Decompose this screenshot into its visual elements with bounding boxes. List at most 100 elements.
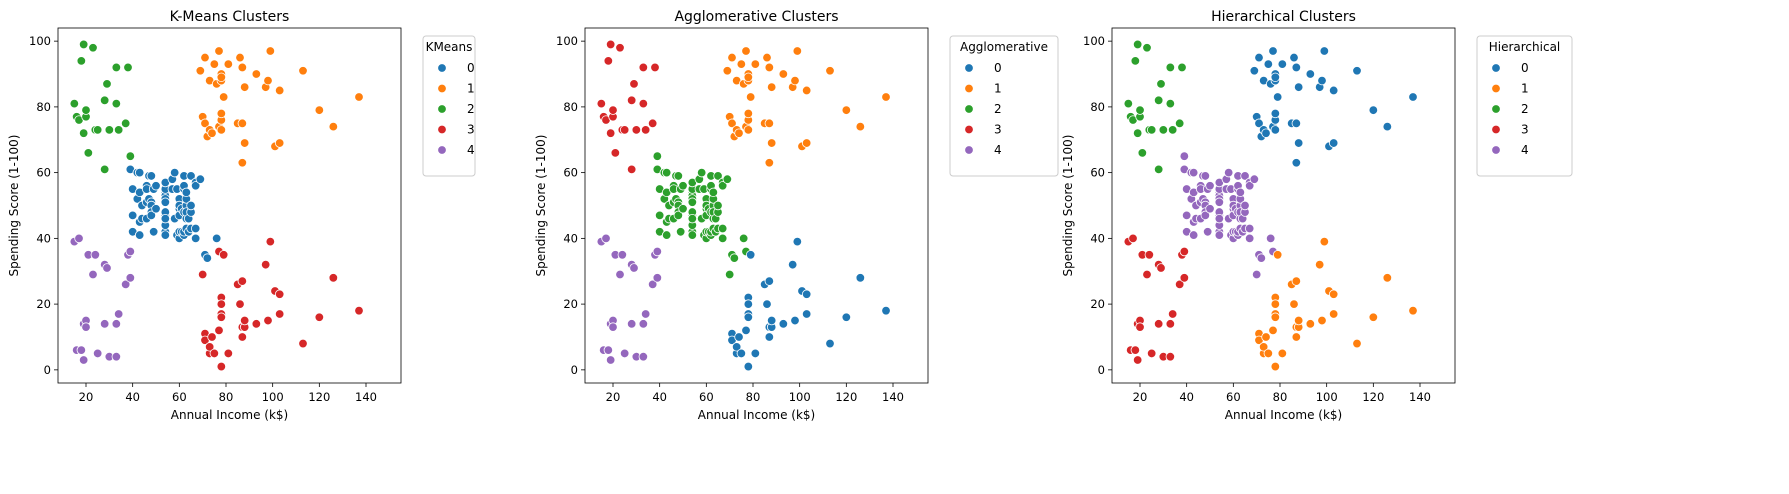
- data-point: [741, 46, 751, 56]
- data-point: [251, 69, 262, 79]
- data-point: [647, 118, 658, 129]
- data-point: [741, 325, 751, 336]
- y-tick-label: 100: [1083, 34, 1105, 48]
- data-point: [1305, 319, 1316, 329]
- data-point: [764, 158, 775, 168]
- data-point: [1328, 289, 1339, 299]
- data-point: [209, 348, 220, 359]
- x-tick-label: 60: [1226, 390, 1241, 404]
- legend-marker: [437, 63, 447, 73]
- data-point: [708, 187, 719, 198]
- x-tick-label: 60: [699, 390, 714, 404]
- data-point: [160, 213, 171, 224]
- data-point: [825, 66, 835, 76]
- data-point: [743, 72, 754, 83]
- data-point: [218, 92, 229, 102]
- x-tick-label: 20: [606, 390, 621, 404]
- y-tick-label: 0: [571, 363, 578, 377]
- data-point: [1261, 128, 1271, 138]
- data-point: [354, 305, 364, 316]
- legend-marker: [1491, 63, 1501, 73]
- data-point: [1156, 79, 1166, 89]
- data-point: [111, 62, 122, 73]
- chart-title: Agglomerative Clusters: [674, 9, 838, 25]
- data-point: [766, 315, 777, 326]
- legend-entry: 3: [1521, 123, 1529, 137]
- data-point: [1132, 355, 1143, 365]
- legend-marker: [437, 124, 447, 135]
- data-point: [626, 95, 637, 106]
- y-tick-label: 80: [1090, 100, 1105, 114]
- data-point: [1179, 273, 1190, 283]
- data-point: [762, 52, 772, 63]
- legend-marker: [1491, 145, 1501, 155]
- data-point: [608, 322, 618, 332]
- data-point: [274, 309, 285, 319]
- data-point: [687, 197, 698, 207]
- x-tick-label: 100: [789, 390, 811, 404]
- data-point: [1165, 62, 1176, 73]
- legend-entry: 2: [994, 102, 1002, 116]
- data-point: [1165, 352, 1176, 362]
- data-point: [1146, 125, 1157, 135]
- y-tick-label: 20: [563, 297, 578, 311]
- data-point: [605, 128, 616, 138]
- data-point: [1270, 299, 1281, 309]
- data-point: [1270, 108, 1281, 119]
- data-point: [237, 118, 248, 129]
- data-point: [603, 56, 614, 66]
- legend-entry: 3: [467, 123, 475, 137]
- data-point: [1305, 69, 1316, 79]
- data-point: [841, 312, 852, 322]
- data-point: [1135, 105, 1145, 115]
- data-point: [1214, 230, 1225, 240]
- legend-entry: 1: [467, 82, 475, 96]
- data-point: [1249, 66, 1260, 76]
- data-point: [239, 82, 250, 92]
- data-point: [750, 348, 761, 359]
- data-point: [1249, 174, 1260, 184]
- data-point: [638, 98, 649, 109]
- data-point: [638, 62, 649, 73]
- data-point: [1268, 325, 1278, 336]
- data-point: [186, 200, 196, 211]
- data-point: [766, 82, 777, 92]
- data-point: [151, 204, 161, 214]
- data-point: [652, 151, 663, 161]
- data-point: [1167, 125, 1178, 135]
- data-point: [207, 332, 217, 342]
- data-point: [673, 210, 684, 221]
- data-point: [631, 125, 642, 135]
- data-point: [216, 125, 227, 135]
- data-point: [76, 56, 87, 66]
- y-axis-label: Spending Score (1-100): [7, 135, 21, 277]
- data-point: [881, 305, 891, 316]
- x-tick-label: 120: [1362, 390, 1384, 404]
- data-point: [790, 315, 800, 326]
- data-point: [1256, 253, 1267, 263]
- legend-entry: 4: [1521, 143, 1529, 157]
- legend: KMeans 0 1 2 3 4: [422, 35, 476, 177]
- x-tick-label: 100: [1316, 390, 1338, 404]
- data-point: [1158, 125, 1169, 135]
- data-point: [125, 273, 136, 283]
- data-point: [1235, 187, 1246, 198]
- data-point: [1263, 348, 1274, 359]
- data-point: [778, 69, 789, 79]
- data-point: [354, 92, 364, 102]
- data-point: [78, 39, 89, 50]
- data-point: [1272, 92, 1283, 102]
- data-point: [629, 79, 639, 89]
- data-point: [724, 269, 735, 280]
- data-point: [727, 118, 737, 129]
- data-point: [629, 263, 639, 273]
- legend-entry: 0: [1521, 61, 1529, 75]
- data-point: [202, 253, 213, 263]
- data-point: [190, 181, 201, 191]
- legend-title: Agglomerative: [960, 40, 1048, 54]
- data-point: [1177, 62, 1187, 73]
- data-point: [1408, 92, 1418, 102]
- data-point: [1174, 279, 1185, 290]
- data-point: [1319, 236, 1330, 247]
- x-tick-label: 20: [1133, 390, 1148, 404]
